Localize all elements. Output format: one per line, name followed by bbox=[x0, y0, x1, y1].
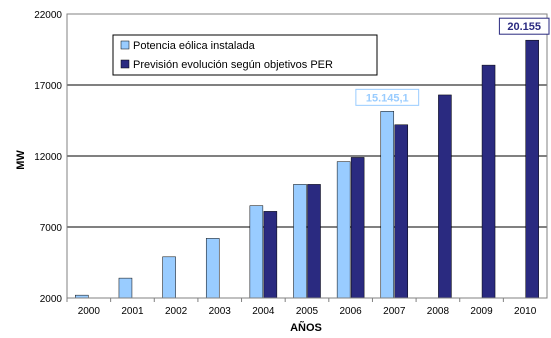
bar-forecast-2010 bbox=[525, 39, 539, 299]
legend-swatch-installed bbox=[120, 40, 130, 50]
legend-swatch-forecast bbox=[120, 59, 130, 69]
x-tick-label: 2006 bbox=[340, 306, 363, 317]
bar-forecast-2004 bbox=[263, 211, 278, 299]
legend: Potencia eólica instalada Previsión evol… bbox=[112, 34, 378, 76]
plot-area-frame bbox=[66, 13, 548, 299]
bar-forecast-2009 bbox=[481, 64, 496, 299]
x-tick-label: 2002 bbox=[165, 306, 188, 317]
y-tick-label: 22000 bbox=[34, 10, 62, 21]
y-tick-label: 17000 bbox=[34, 81, 62, 92]
y-axis-ticks: 2000 7000 12000 17000 22000 bbox=[34, 10, 62, 305]
bar-forecast-2005 bbox=[307, 184, 321, 299]
x-tick-label: 2009 bbox=[470, 306, 493, 317]
x-tick-label: 2001 bbox=[121, 306, 144, 317]
bar-installed-2006 bbox=[336, 161, 351, 299]
bar-forecast-2006 bbox=[350, 157, 365, 299]
bar-installed-2001 bbox=[118, 277, 133, 299]
y-tick-label: 2000 bbox=[40, 294, 63, 305]
x-tick-label: 2005 bbox=[296, 306, 319, 317]
bar-installed-2007 bbox=[380, 111, 395, 299]
callout-box bbox=[498, 17, 550, 35]
x-tick-label: 2010 bbox=[514, 306, 537, 317]
x-tick-label: 2000 bbox=[78, 306, 101, 317]
callouts: 15.145,1 20.155 bbox=[355, 17, 550, 106]
x-tick-label: 2008 bbox=[427, 306, 450, 317]
y-tick-label: 12000 bbox=[34, 152, 62, 163]
bar-forecast-2007 bbox=[394, 124, 409, 299]
bar-installed-2002 bbox=[162, 256, 176, 299]
x-axis-title: AÑOS bbox=[290, 321, 322, 334]
x-axis-ticks: 2000 2001 2002 2003 2004 2005 2006 2007 2008 2009… bbox=[66, 298, 537, 317]
y-tick-label: 7000 bbox=[40, 223, 63, 234]
bar-installed-2004 bbox=[249, 205, 264, 299]
legend-label-forecast: Previsión evolución según objetivos PER bbox=[133, 59, 333, 71]
bar-installed-2005 bbox=[293, 184, 307, 299]
bar-installed-2003 bbox=[205, 238, 220, 299]
callout-box bbox=[355, 88, 420, 106]
legend-box bbox=[112, 34, 378, 76]
bars bbox=[75, 39, 539, 299]
x-tick-label: 2004 bbox=[252, 306, 275, 317]
callout-value-label: 20.155 bbox=[507, 21, 541, 33]
x-tick-label: 2003 bbox=[209, 306, 232, 317]
bar-forecast-2008 bbox=[438, 94, 452, 299]
y-axis-title: MW bbox=[15, 150, 27, 170]
x-tick-label: 2007 bbox=[383, 306, 406, 317]
legend-label-installed: Potencia eólica instalada bbox=[133, 40, 256, 52]
callout-value-label: 15.145,1 bbox=[366, 92, 409, 104]
